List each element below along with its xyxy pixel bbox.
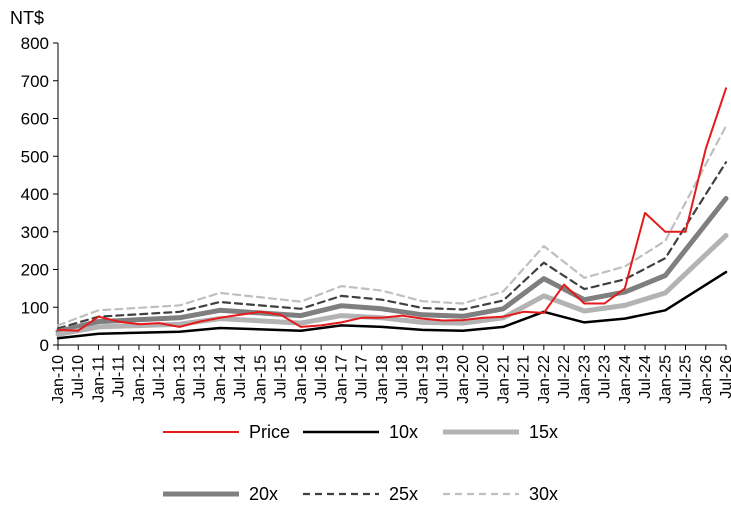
y-axis: 0 100 200 300 400 500 600 700 800	[21, 34, 59, 355]
x-tick-label: Jan-23	[576, 355, 593, 404]
legend-label-15x: 15x	[529, 422, 558, 442]
x-tick-label: Jan-18	[374, 355, 391, 404]
series-layer	[55, 87, 729, 340]
series-line-20x	[55, 196, 729, 334]
x-tick-label: Jul-26	[718, 355, 731, 399]
x-tick-label: Jan-24	[617, 355, 634, 404]
x-tick-label: Jul-14	[232, 355, 249, 399]
x-tick-label: Jan-21	[495, 355, 512, 404]
x-tick-label: Jul-10	[70, 355, 87, 399]
series-line-price	[57, 87, 727, 332]
y-tick-label: 0	[40, 336, 49, 355]
legend-label-30x: 30x	[529, 484, 558, 504]
y-tick-label: 200	[21, 261, 49, 280]
x-tick-label: Jan-20	[455, 355, 472, 404]
x-tick-label: Jan-19	[414, 355, 431, 404]
x-tick-label: Jan-15	[252, 355, 269, 404]
x-tick-label: Jul-18	[394, 355, 411, 399]
legend-label-10x: 10x	[389, 422, 418, 442]
x-axis: Jan-10 Jul-10 Jan-11 Jul-11 Jan-12 Jul-12 Jan-…	[50, 344, 731, 404]
x-tick-label: Jul-19	[435, 355, 452, 399]
x-tick-label: Jan-12	[131, 355, 148, 404]
x-tick-label: Jul-16	[313, 355, 330, 399]
x-tick-label: Jan-14	[212, 355, 229, 404]
x-tick-label: Jul-22	[556, 355, 573, 399]
x-tick-label: Jul-12	[151, 355, 168, 399]
x-tick-label: Jan-11	[90, 355, 107, 403]
series-line-25x	[56, 161, 728, 330]
x-tick-label: Jan-25	[657, 355, 674, 404]
y-tick-label: 700	[21, 72, 49, 91]
x-tick-label: Jul-20	[475, 355, 492, 399]
x-tick-label: Jul-21	[516, 355, 533, 399]
series-line-30x	[56, 124, 728, 327]
x-tick-label: Jan-22	[536, 355, 553, 404]
x-tick-label: Jul-15	[273, 355, 290, 399]
x-tick-label: Jan-16	[293, 355, 310, 404]
y-tick-label: 500	[21, 147, 49, 166]
x-tick-label: Jul-23	[597, 355, 614, 399]
y-tick-label: 100	[21, 298, 49, 317]
series-line-10x	[56, 270, 728, 340]
y-tick-label: 600	[21, 110, 49, 129]
legend-label-20x: 20x	[249, 484, 278, 504]
x-tick-label: Jan-17	[333, 355, 350, 404]
y-tick-label: 300	[21, 223, 49, 242]
x-tick-label: Jan-13	[171, 355, 188, 404]
legend-label-25x: 25x	[389, 484, 418, 504]
unit-label: NT$	[10, 8, 44, 28]
x-tick-label: Jul-25	[678, 355, 695, 399]
y-tick-label: 400	[21, 185, 49, 204]
x-tick-label: Jul-17	[354, 355, 371, 399]
y-tick-label: 800	[21, 34, 49, 53]
x-tick-label: Jul-13	[192, 355, 209, 399]
x-tick-label: Jan-10	[50, 355, 67, 404]
x-tick-label: Jul-11	[111, 355, 128, 397]
x-tick-label: Jul-24	[637, 355, 654, 399]
legend: Price 10x 15x 20x 25x 30x	[163, 422, 558, 504]
legend-label-price: Price	[249, 422, 290, 442]
x-tick-label: Jan-26	[698, 355, 715, 404]
